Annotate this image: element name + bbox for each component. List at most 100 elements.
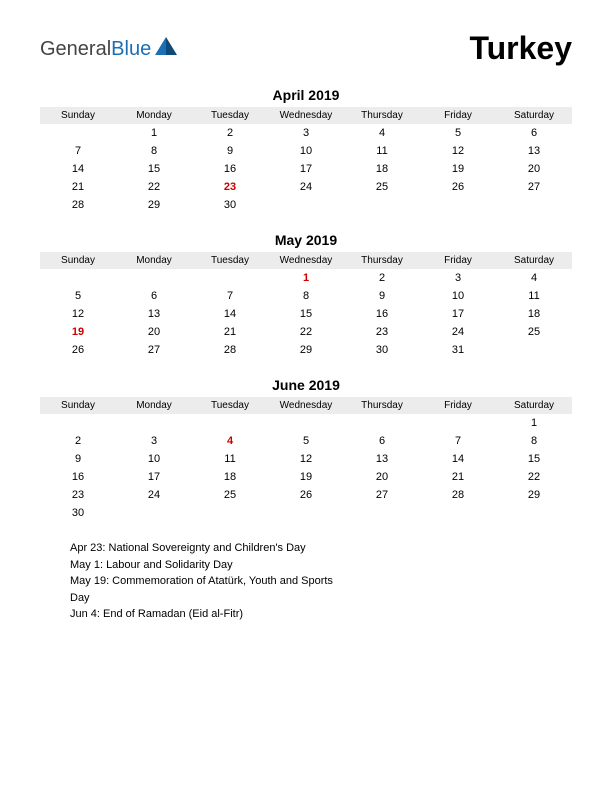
- month-title: April 2019: [40, 87, 572, 103]
- day-cell: 24: [268, 178, 344, 196]
- day-cell: 27: [116, 341, 192, 359]
- day-cell-empty: [344, 414, 420, 432]
- day-header: Friday: [420, 252, 496, 269]
- day-cell: 28: [420, 486, 496, 504]
- day-cell: 29: [116, 196, 192, 214]
- day-cell-empty: [268, 414, 344, 432]
- day-cell: 29: [268, 341, 344, 359]
- day-header: Sunday: [40, 397, 116, 414]
- calendar-grid: SundayMondayTuesdayWednesdayThursdayFrid…: [40, 107, 572, 214]
- day-cell-empty: [40, 414, 116, 432]
- page-header: GeneralBlue Turkey: [40, 30, 572, 67]
- day-cell: 21: [40, 178, 116, 196]
- day-cell: 8: [116, 142, 192, 160]
- day-header: Tuesday: [192, 107, 268, 124]
- day-cell: 30: [40, 504, 116, 522]
- day-cell-holiday: 23: [192, 178, 268, 196]
- day-cell: 17: [420, 305, 496, 323]
- day-cell: 23: [40, 486, 116, 504]
- day-cell: 11: [496, 287, 572, 305]
- day-header: Monday: [116, 397, 192, 414]
- month-block: April 2019 SundayMondayTuesdayWednesdayTh…: [40, 87, 572, 214]
- day-header: Thursday: [344, 397, 420, 414]
- day-header: Friday: [420, 397, 496, 414]
- day-cell: 22: [268, 323, 344, 341]
- day-cell-empty: [420, 414, 496, 432]
- day-cell: 9: [344, 287, 420, 305]
- day-cell: 18: [344, 160, 420, 178]
- day-cell: 30: [192, 196, 268, 214]
- day-cell: 15: [268, 305, 344, 323]
- day-cell: 12: [40, 305, 116, 323]
- day-cell: 27: [344, 486, 420, 504]
- day-cell: 18: [496, 305, 572, 323]
- day-header: Saturday: [496, 397, 572, 414]
- day-cell: 2: [40, 432, 116, 450]
- day-cell: 25: [344, 178, 420, 196]
- day-cell: 25: [496, 323, 572, 341]
- day-cell: 9: [40, 450, 116, 468]
- day-cell: 19: [420, 160, 496, 178]
- day-cell: 4: [496, 269, 572, 287]
- day-cell: 5: [268, 432, 344, 450]
- day-cell: 17: [116, 468, 192, 486]
- day-cell: 20: [344, 468, 420, 486]
- day-header: Sunday: [40, 252, 116, 269]
- day-cell: 29: [496, 486, 572, 504]
- day-cell-empty: [40, 269, 116, 287]
- day-cell: 12: [268, 450, 344, 468]
- day-header: Wednesday: [268, 252, 344, 269]
- calendar-grid: SundayMondayTuesdayWednesdayThursdayFrid…: [40, 252, 572, 359]
- day-header: Thursday: [344, 107, 420, 124]
- day-cell: 2: [192, 124, 268, 142]
- day-cell: 12: [420, 142, 496, 160]
- day-cell: 17: [268, 160, 344, 178]
- day-cell: 7: [192, 287, 268, 305]
- day-cell: 20: [116, 323, 192, 341]
- day-cell-empty: [116, 269, 192, 287]
- day-header: Tuesday: [192, 252, 268, 269]
- day-cell: 9: [192, 142, 268, 160]
- day-cell: 7: [40, 142, 116, 160]
- day-cell: 10: [116, 450, 192, 468]
- day-cell: 21: [192, 323, 268, 341]
- day-cell: 18: [192, 468, 268, 486]
- day-header: Saturday: [496, 107, 572, 124]
- day-header: Monday: [116, 252, 192, 269]
- logo-text-blue: Blue: [111, 38, 151, 60]
- day-cell: 4: [344, 124, 420, 142]
- day-cell: 1: [496, 414, 572, 432]
- day-cell-empty: [192, 269, 268, 287]
- day-cell: 16: [192, 160, 268, 178]
- day-header: Wednesday: [268, 107, 344, 124]
- day-cell: 28: [192, 341, 268, 359]
- day-header: Tuesday: [192, 397, 268, 414]
- day-cell: 19: [268, 468, 344, 486]
- day-cell: 16: [344, 305, 420, 323]
- day-cell: 21: [420, 468, 496, 486]
- day-cell: 3: [420, 269, 496, 287]
- day-cell: 3: [268, 124, 344, 142]
- day-cell: 30: [344, 341, 420, 359]
- day-cell: 24: [116, 486, 192, 504]
- day-header: Sunday: [40, 107, 116, 124]
- day-cell: 15: [496, 450, 572, 468]
- day-cell: 11: [344, 142, 420, 160]
- day-cell: 14: [40, 160, 116, 178]
- day-header: Saturday: [496, 252, 572, 269]
- day-cell: 26: [420, 178, 496, 196]
- day-cell: 11: [192, 450, 268, 468]
- calendar-grid: SundayMondayTuesdayWednesdayThursdayFrid…: [40, 397, 572, 522]
- day-cell: 13: [116, 305, 192, 323]
- holidays-list: Apr 23: National Sovereignty and Childre…: [70, 540, 350, 623]
- day-cell: 5: [420, 124, 496, 142]
- day-cell: 15: [116, 160, 192, 178]
- day-cell: 2: [344, 269, 420, 287]
- day-header: Wednesday: [268, 397, 344, 414]
- day-cell: 22: [116, 178, 192, 196]
- day-cell: 24: [420, 323, 496, 341]
- day-cell: 25: [192, 486, 268, 504]
- holiday-note: May 1: Labour and Solidarity Day: [70, 557, 350, 574]
- day-cell: 16: [40, 468, 116, 486]
- day-cell: 14: [420, 450, 496, 468]
